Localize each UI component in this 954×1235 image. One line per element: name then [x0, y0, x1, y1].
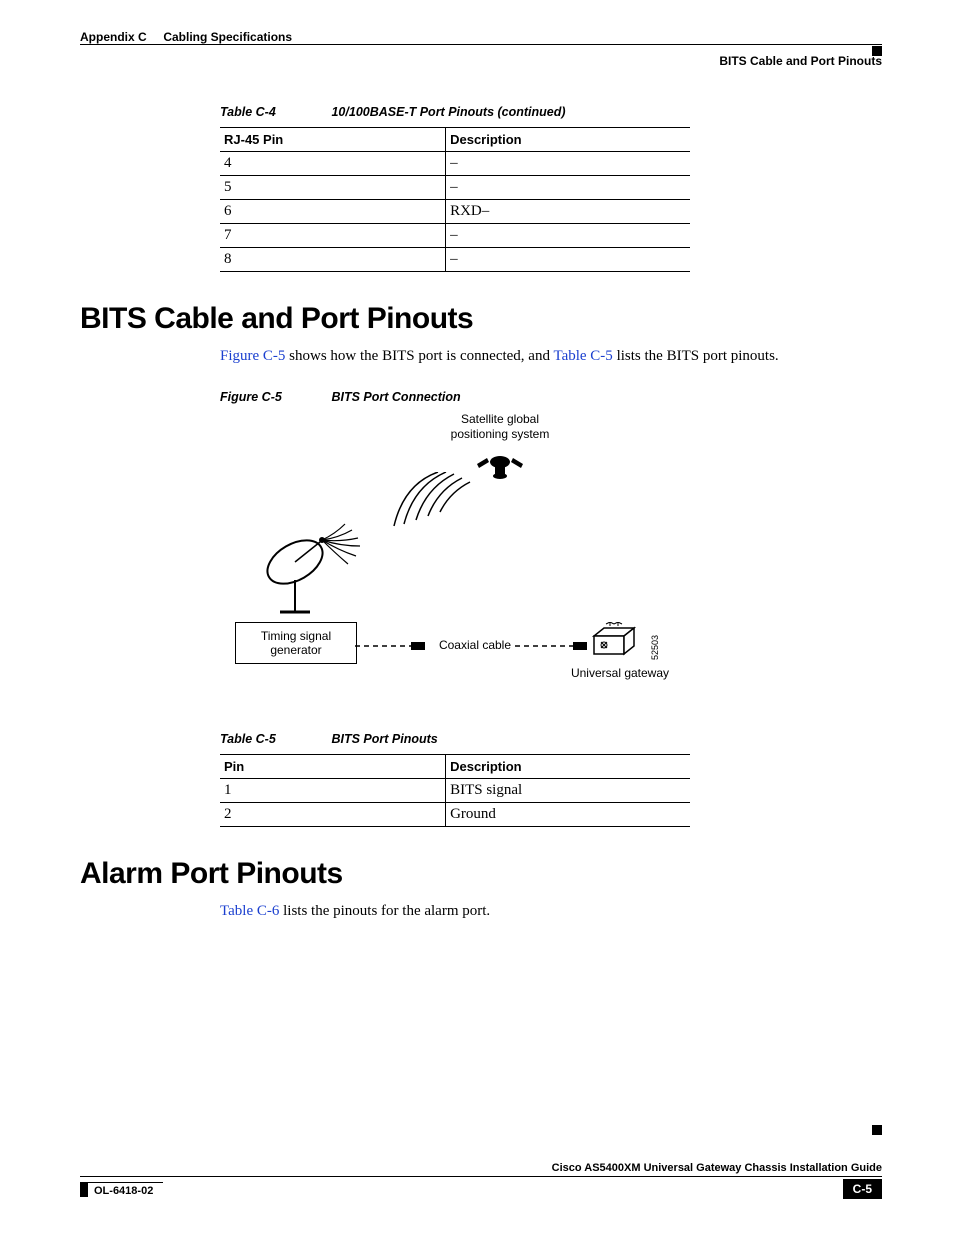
label-coax: Coaxial cable [435, 638, 515, 652]
table-row: 4– [220, 152, 690, 176]
table-c4: RJ-45 Pin Description 4– 5– 6RXD– 7– 8– [220, 127, 690, 272]
timing-signal-generator-box: Timing signalgenerator [235, 622, 357, 664]
label-satellite-text: Satellite globalpositioning system [451, 412, 550, 440]
figure-c5-title: BITS Port Connection [331, 390, 460, 404]
text: shows how the BITS port is connected, an… [285, 348, 553, 364]
header-chapter: Cabling Specifications [163, 30, 292, 44]
table-c4-num: Table C-4 [220, 105, 328, 119]
cell-pin: 5 [220, 176, 446, 200]
header-right: BITS Cable and Port Pinouts [719, 54, 882, 68]
table-row: 5– [220, 176, 690, 200]
footer: Cisco AS5400XM Universal Gateway Chassis… [80, 1162, 882, 1199]
table-c5-title: BITS Port Pinouts [331, 732, 437, 746]
running-header: Appendix C Cabling Specifications BITS C… [80, 30, 882, 45]
footer-page-number: C-5 [843, 1179, 882, 1199]
table-c5: Pin Description 1BITS signal 2Ground [220, 754, 690, 827]
table-row: 6RXD– [220, 200, 690, 224]
section-alarm-title: Alarm Port Pinouts [80, 857, 882, 891]
table-row: 2Ground [220, 803, 690, 827]
text: lists the pinouts for the alarm port. [279, 903, 490, 919]
table-row: 7– [220, 224, 690, 248]
table-c5-caption: Table C-5 BITS Port Pinouts [220, 732, 882, 746]
figure-c5-num: Figure C-5 [220, 390, 328, 404]
footer-tick-icon [872, 1125, 882, 1135]
section-bits-body: Figure C-5 shows how the BITS port is co… [220, 346, 882, 827]
table-row: 8– [220, 248, 690, 272]
table-row: 1BITS signal [220, 779, 690, 803]
header-left: Appendix C Cabling Specifications [80, 30, 882, 44]
cell-pin: 2 [220, 803, 446, 827]
cell-desc: – [446, 176, 690, 200]
dish-antenna-icon [260, 512, 380, 632]
section-alarm-body: Table C-6 lists the pinouts for the alar… [220, 901, 882, 921]
cell-pin: 1 [220, 779, 446, 803]
xref-table-c6[interactable]: Table C-6 [220, 903, 279, 919]
header-appendix: Appendix C [80, 30, 147, 44]
alarm-intro-paragraph: Table C-6 lists the pinouts for the alar… [220, 901, 882, 921]
cell-desc: – [446, 224, 690, 248]
label-gateway: Universal gateway [560, 666, 680, 680]
footer-rule [80, 1176, 882, 1177]
bits-intro-paragraph: Figure C-5 shows how the BITS port is co… [220, 346, 882, 366]
cell-desc: BITS signal [446, 779, 690, 803]
gateway-icon [590, 622, 640, 662]
table-c4-col2: Description [446, 128, 690, 152]
cell-pin: 6 [220, 200, 446, 224]
cell-pin: 4 [220, 152, 446, 176]
xref-figure-c5[interactable]: Figure C-5 [220, 348, 285, 364]
header-rule [80, 44, 882, 45]
footer-guide-title: Cisco AS5400XM Universal Gateway Chassis… [80, 1162, 882, 1176]
figure-c5: Satellite globalpositioning system [220, 412, 690, 712]
text: lists the BITS port pinouts. [613, 348, 779, 364]
table-c5-num: Table C-5 [220, 732, 328, 746]
page: Appendix C Cabling Specifications BITS C… [0, 0, 954, 1235]
cell-desc: – [446, 248, 690, 272]
figure-c5-caption: Figure C-5 BITS Port Connection [220, 390, 882, 404]
footer-doc-number: OL-6418-02 [80, 1182, 163, 1197]
table-c5-col2: Description [446, 755, 690, 779]
footer-row: OL-6418-02 C-5 [80, 1179, 882, 1199]
table-row: RJ-45 Pin Description [220, 128, 690, 152]
table-c4-caption: Table C-4 10/100BASE-T Port Pinouts (con… [220, 105, 882, 119]
table-c4-block: Table C-4 10/100BASE-T Port Pinouts (con… [220, 105, 882, 272]
cell-pin: 7 [220, 224, 446, 248]
xref-table-c5[interactable]: Table C-5 [553, 348, 612, 364]
cell-desc: RXD– [446, 200, 690, 224]
label-satellite: Satellite globalpositioning system [420, 412, 580, 441]
content-area: Table C-4 10/100BASE-T Port Pinouts (con… [80, 105, 882, 922]
table-row: Pin Description [220, 755, 690, 779]
figure-side-number: 52503 [650, 635, 660, 660]
cell-desc: Ground [446, 803, 690, 827]
cell-pin: 8 [220, 248, 446, 272]
table-c4-title: 10/100BASE-T Port Pinouts (continued) [331, 105, 565, 119]
table-c4-col1: RJ-45 Pin [220, 128, 446, 152]
cell-desc: – [446, 152, 690, 176]
table-c5-col1: Pin [220, 755, 446, 779]
radio-waves-icon [380, 472, 490, 542]
section-bits-title: BITS Cable and Port Pinouts [80, 302, 882, 336]
label-tsg: Timing signalgenerator [261, 629, 331, 658]
